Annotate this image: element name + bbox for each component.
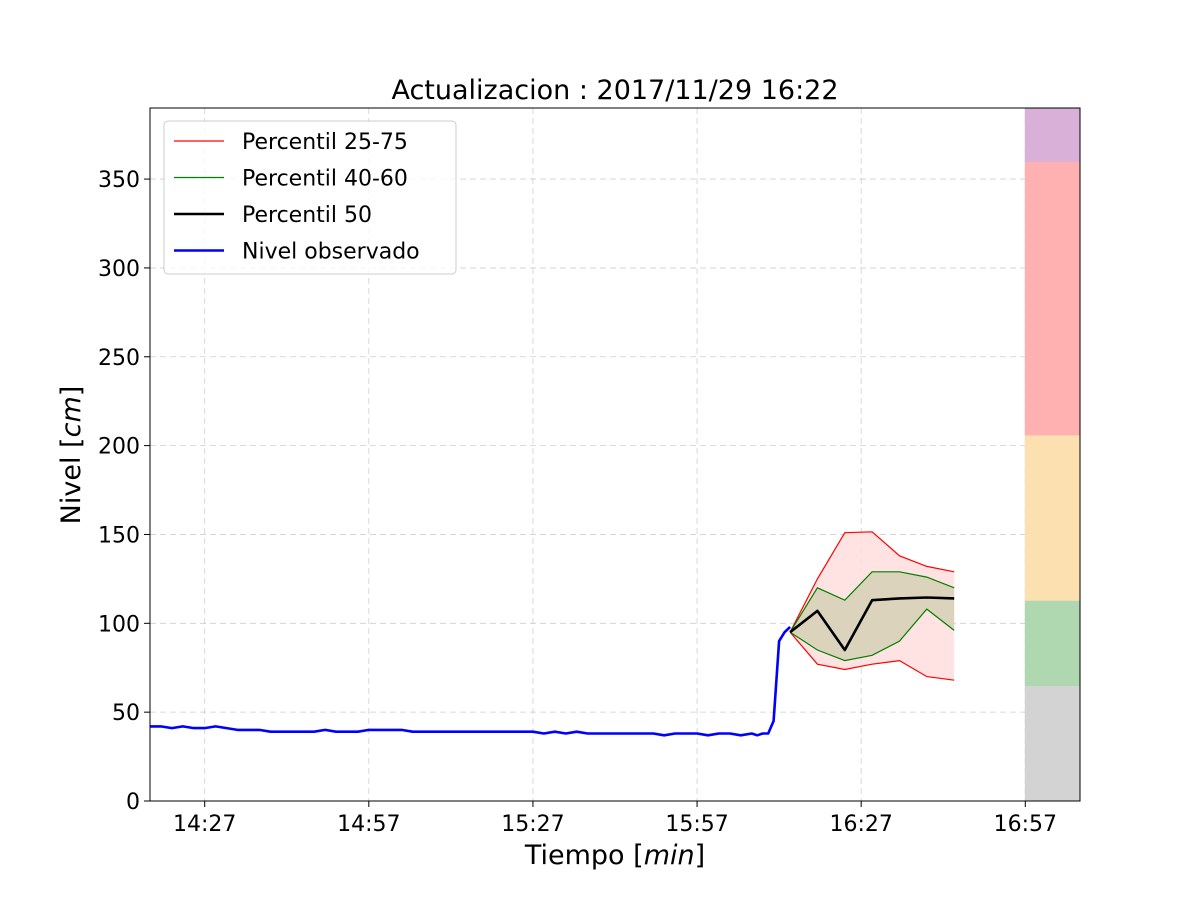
legend-label: Percentil 40-60 bbox=[242, 167, 408, 192]
percentile-lower-line bbox=[789, 608, 955, 662]
percentile-lower-line bbox=[789, 631, 955, 681]
x-tick-label: 16:27 bbox=[829, 812, 892, 837]
y-axis: 0 50 100 150 200 250 300 350 bbox=[98, 168, 150, 815]
x-tick-label: 14:57 bbox=[337, 812, 400, 837]
threshold-band bbox=[1024, 434, 1081, 601]
threshold-band bbox=[1024, 160, 1081, 436]
x-tick-label: 14:27 bbox=[173, 812, 236, 837]
percentile-upper-line bbox=[789, 531, 955, 633]
legend: Percentil 25-75 Percentil 40-60 Percentil … bbox=[163, 120, 457, 275]
y-tick-label: 0 bbox=[126, 790, 140, 815]
threshold-band bbox=[1024, 599, 1081, 687]
observed-level-line bbox=[150, 625, 792, 737]
x-tick-label: 16:57 bbox=[994, 812, 1057, 837]
x-tick-label: 15:57 bbox=[665, 812, 728, 837]
y-tick-label: 250 bbox=[98, 346, 140, 371]
median-line bbox=[789, 596, 955, 652]
percentile-band-fill bbox=[790, 571, 955, 661]
percentile-fills bbox=[790, 531, 955, 681]
threshold-bands bbox=[1024, 107, 1081, 802]
legend-label: Nivel observado bbox=[242, 240, 420, 265]
legend-label: Percentil 50 bbox=[242, 203, 372, 228]
y-tick-label: 300 bbox=[98, 257, 140, 282]
legend-box bbox=[163, 120, 457, 275]
y-tick-label: 50 bbox=[112, 701, 140, 726]
percentile-upper-line bbox=[789, 571, 955, 633]
x-axis: 14:27 14:57 15:27 15:57 16:27 16:57 bbox=[173, 801, 1057, 837]
threshold-band bbox=[1024, 685, 1081, 802]
x-axis-label: Tiempo [min] bbox=[524, 840, 705, 871]
threshold-band bbox=[1024, 107, 1081, 162]
y-tick-label: 100 bbox=[98, 612, 140, 637]
y-tick-label: 350 bbox=[98, 168, 140, 193]
series-lines bbox=[150, 531, 955, 737]
y-tick-label: 200 bbox=[98, 435, 140, 460]
plot-frame bbox=[149, 107, 1081, 802]
chart-title: Actualizacion : 2017/11/29 16:22 bbox=[391, 75, 838, 106]
x-tick-label: 15:27 bbox=[501, 812, 564, 837]
y-axis-label: Nivel [cm] bbox=[56, 386, 87, 525]
y-tick-label: 150 bbox=[98, 523, 140, 548]
legend-label: Percentil 25-75 bbox=[242, 130, 408, 155]
